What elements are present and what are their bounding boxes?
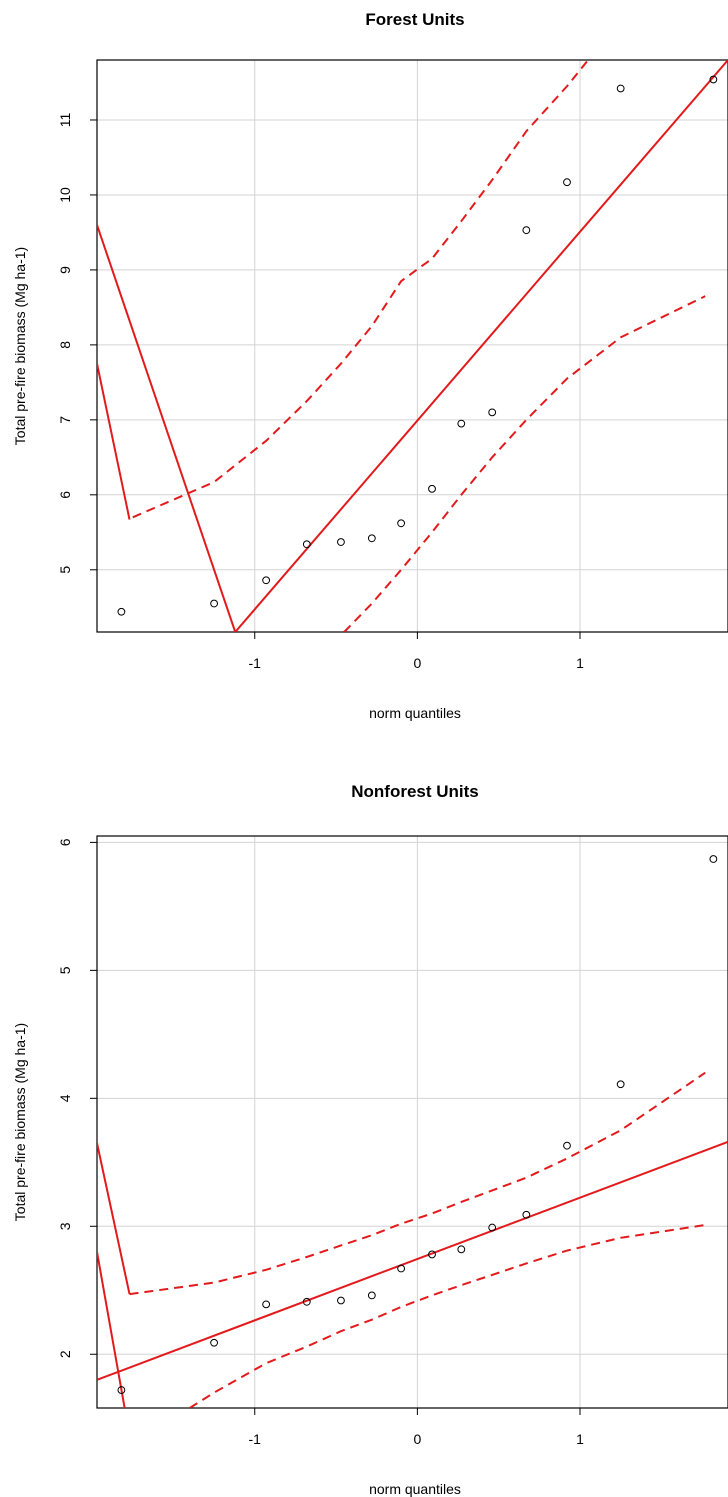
data-point xyxy=(210,599,218,608)
y-tick-label: 9 xyxy=(57,266,73,274)
x-tick-label: 0 xyxy=(413,1431,421,1447)
plot-area xyxy=(97,855,728,1408)
data-point xyxy=(210,1338,218,1347)
x-tick-label: -1 xyxy=(249,655,262,671)
confidence-lower-line xyxy=(343,295,706,632)
y-axis-label: Total pre-fire biomass (Mg ha-1) xyxy=(12,247,28,445)
data-point xyxy=(616,1080,625,1089)
reference-line xyxy=(97,224,237,632)
y-tick-label: 4 xyxy=(57,1094,73,1102)
nonforest-units-panel: Nonforest Units -1 0 1 2 3 4 5 6 norm quantiles To… xyxy=(12,782,728,1497)
x-tick-label: -1 xyxy=(249,1431,262,1447)
x-tick-label: 1 xyxy=(576,1431,584,1447)
data-point xyxy=(488,1223,497,1232)
y-tick-label: 5 xyxy=(57,966,73,974)
data-point xyxy=(337,1296,345,1305)
data-point xyxy=(397,519,406,528)
x-tick-label: 1 xyxy=(576,655,584,671)
y-tick-label: 6 xyxy=(57,491,73,499)
data-point xyxy=(616,84,625,93)
y-tick-label: 5 xyxy=(57,566,73,574)
data-point xyxy=(563,178,571,187)
y-tick-label: 10 xyxy=(57,187,73,203)
fit-line xyxy=(234,60,728,632)
plot-area xyxy=(97,60,728,632)
data-point xyxy=(563,1141,571,1150)
reference-line xyxy=(97,363,131,520)
data-point xyxy=(262,1300,271,1309)
y-tick-label: 2 xyxy=(57,1350,73,1358)
y-tick-label: 3 xyxy=(57,1222,73,1230)
data-point xyxy=(709,75,718,84)
data-point xyxy=(428,1250,436,1259)
data-point xyxy=(457,419,466,428)
data-point xyxy=(709,855,718,863)
data-point xyxy=(117,1386,126,1394)
plot-frame xyxy=(96,59,728,633)
data-point xyxy=(262,576,271,585)
data-point xyxy=(488,408,497,417)
confidence-lower-line xyxy=(189,1224,706,1408)
forest-units-panel: Forest Units -1 0 1 5 6 7 8 9 10 11 norm quantiles T… xyxy=(12,10,728,721)
y-tick-label: 6 xyxy=(57,838,73,846)
fit-line xyxy=(97,1140,728,1381)
chart-title: Nonforest Units xyxy=(351,782,479,801)
data-point xyxy=(522,226,531,235)
reference-line xyxy=(97,1142,131,1295)
reference-line xyxy=(97,1251,126,1408)
x-tick-label: 0 xyxy=(413,655,421,671)
y-tick-label: 11 xyxy=(57,113,73,128)
data-point xyxy=(302,540,311,549)
y-tick-label: 8 xyxy=(57,341,73,349)
data-point xyxy=(337,538,345,546)
data-point xyxy=(367,534,376,543)
data-point xyxy=(457,1245,466,1254)
data-point xyxy=(367,1291,376,1300)
data-point xyxy=(397,1264,406,1273)
data-point xyxy=(302,1297,311,1306)
chart-title: Forest Units xyxy=(365,10,464,29)
y-axis-label: Total pre-fire biomass (Mg ha-1) xyxy=(12,1023,28,1221)
y-tick-label: 7 xyxy=(57,416,73,424)
confidence-upper-line xyxy=(132,60,589,519)
x-axis-label: norm quantiles xyxy=(369,1481,461,1497)
confidence-upper-line xyxy=(129,1071,706,1296)
data-point xyxy=(117,607,126,616)
x-axis-label: norm quantiles xyxy=(369,705,461,721)
data-point xyxy=(428,484,436,493)
data-point xyxy=(522,1210,531,1219)
plot-frame xyxy=(96,835,728,1409)
